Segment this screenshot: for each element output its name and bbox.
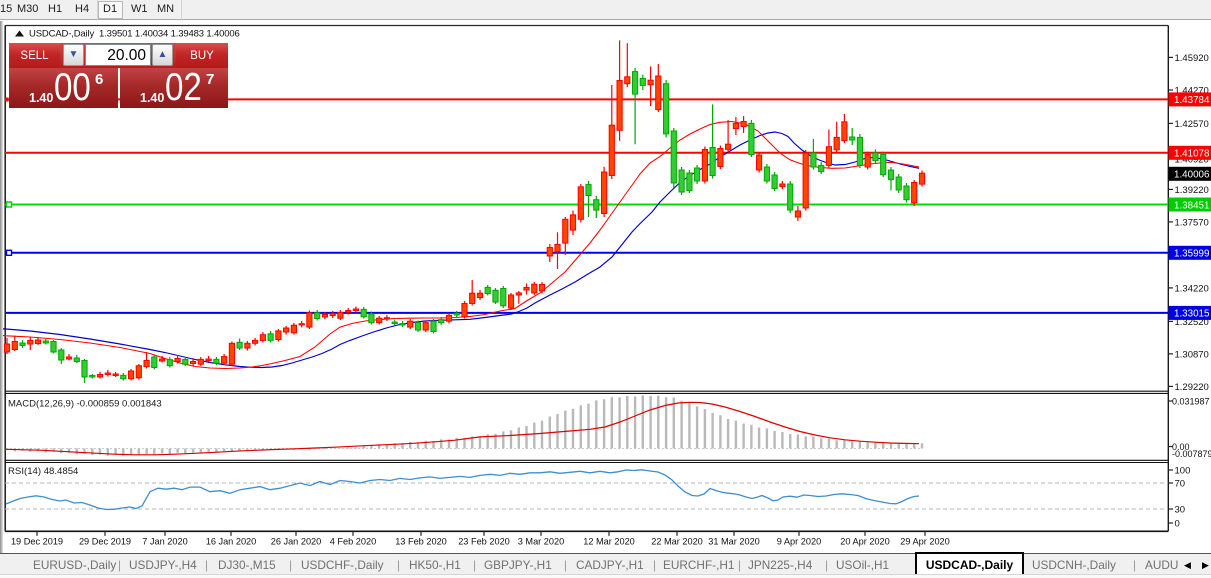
svg-text:16 Jan 2020: 16 Jan 2020 (206, 536, 257, 546)
svg-text:29 Apr 2020: 29 Apr 2020 (900, 536, 950, 546)
svg-text:1.41078: 1.41078 (1174, 149, 1210, 160)
svg-text:29 Dec 2019: 29 Dec 2019 (79, 536, 131, 546)
svg-text:1.40006: 1.40006 (1174, 170, 1210, 181)
svg-text:22 Mar 2020: 22 Mar 2020 (651, 536, 703, 546)
svg-text:13 Feb 2020: 13 Feb 2020 (395, 536, 447, 546)
svg-text:100: 100 (1175, 466, 1191, 477)
svg-text:1.34220: 1.34220 (1175, 283, 1209, 294)
svg-text:0.00: 0.00 (1172, 442, 1190, 452)
svg-text:1.44270: 1.44270 (1175, 86, 1209, 97)
svg-text:23 Feb 2020: 23 Feb 2020 (458, 536, 510, 546)
svg-text:1.45920: 1.45920 (1175, 53, 1209, 64)
svg-text:12 Mar 2020: 12 Mar 2020 (583, 536, 635, 546)
svg-text:1.38451: 1.38451 (1174, 200, 1209, 211)
svg-text:31 Mar 2020: 31 Mar 2020 (708, 536, 760, 546)
svg-text:1.30870: 1.30870 (1175, 349, 1209, 360)
svg-text:1.29220: 1.29220 (1175, 382, 1209, 393)
svg-text:1.43784: 1.43784 (1174, 95, 1210, 106)
svg-text:20 Apr 2020: 20 Apr 2020 (840, 536, 890, 546)
svg-text:1.42570: 1.42570 (1175, 119, 1209, 130)
svg-text:9 Apr 2020: 9 Apr 2020 (777, 536, 821, 546)
svg-text:USDCAD-,Daily 1.39501 1.40034: USDCAD-,Daily 1.39501 1.40034 1.39483 1.… (29, 29, 240, 40)
svg-text:-0.007879: -0.007879 (1172, 449, 1211, 459)
svg-text:1.37570: 1.37570 (1175, 217, 1209, 228)
svg-text:4 Feb 2020: 4 Feb 2020 (330, 536, 377, 546)
svg-text:3 Mar 2020: 3 Mar 2020 (518, 536, 564, 546)
svg-text:0.031987: 0.031987 (1172, 397, 1210, 407)
svg-text:7 Jan 2020: 7 Jan 2020 (142, 536, 187, 546)
svg-text:MACD(12,26,9) -0.000859 0.0018: MACD(12,26,9) -0.000859 0.001843 (8, 398, 162, 409)
svg-text:1.32520: 1.32520 (1175, 317, 1209, 328)
svg-text:1.35999: 1.35999 (1174, 249, 1209, 260)
svg-text:RSI(14) 48.4854: RSI(14) 48.4854 (8, 466, 79, 477)
svg-text:0: 0 (1175, 519, 1180, 530)
svg-text:30: 30 (1175, 505, 1186, 516)
svg-text:1.39220: 1.39220 (1175, 185, 1209, 196)
svg-text:19 Dec 2019: 19 Dec 2019 (11, 536, 63, 546)
svg-text:26 Jan 2020: 26 Jan 2020 (271, 536, 322, 546)
svg-text:70: 70 (1175, 479, 1186, 490)
svg-text:1.33015: 1.33015 (1174, 309, 1210, 320)
